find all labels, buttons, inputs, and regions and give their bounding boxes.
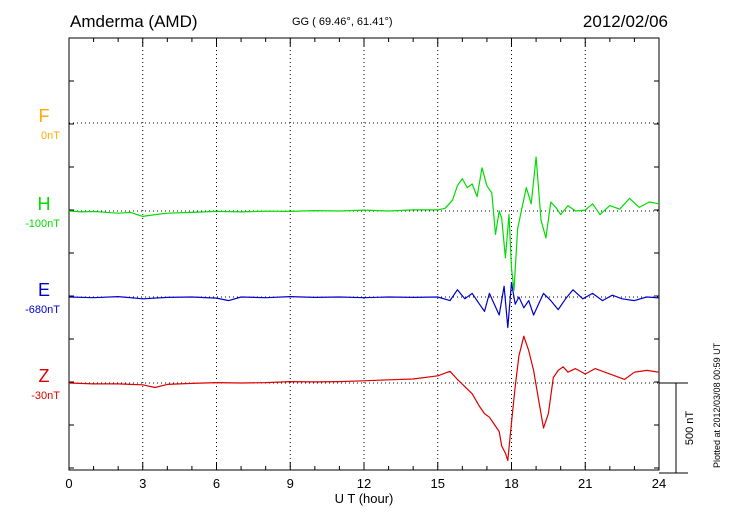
series-line-H xyxy=(68,156,660,291)
series-baseline-label: -100nT xyxy=(25,218,60,230)
series-letter: Z xyxy=(39,366,50,386)
x-tick-label: 18 xyxy=(504,476,518,491)
series-line-E xyxy=(68,282,660,329)
series-letter: E xyxy=(38,280,50,300)
x-tick-label: 24 xyxy=(652,476,666,491)
series-baseline-label: 0nT xyxy=(41,130,60,142)
scale-bar-label: 500 nT xyxy=(684,411,696,446)
x-tick-label: 15 xyxy=(431,476,445,491)
x-tick-label: 3 xyxy=(139,476,146,491)
station-title: Amderma (AMD) xyxy=(70,12,198,31)
series-baseline-label: -680nT xyxy=(25,304,60,316)
x-tick-label: 21 xyxy=(578,476,592,491)
x-tick-label: 12 xyxy=(357,476,371,491)
series-letter: F xyxy=(39,106,50,126)
x-tick-label: 6 xyxy=(213,476,220,491)
station-coordinates: GG ( 69.46°, 61.41°) xyxy=(292,16,393,28)
series-line-Z xyxy=(68,335,660,461)
plot-date: 2012/02/06 xyxy=(582,12,668,31)
x-tick-label: 0 xyxy=(65,476,72,491)
x-tick-label: 9 xyxy=(287,476,294,491)
series-letter: H xyxy=(38,194,51,214)
series-baseline-label: -30nT xyxy=(31,390,60,402)
x-axis-label: U T (hour) xyxy=(335,491,394,506)
